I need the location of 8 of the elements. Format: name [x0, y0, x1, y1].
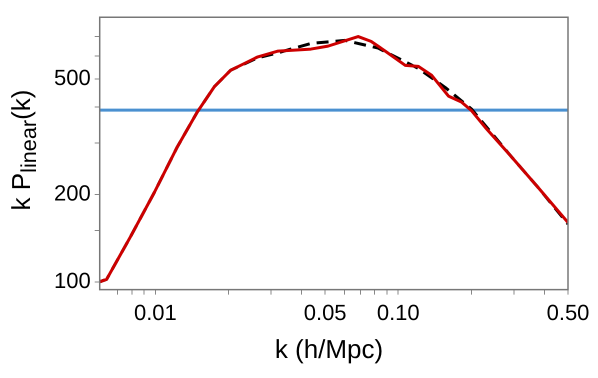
x-axis-title: k (h/Mpc) — [274, 334, 384, 365]
x-tick-label: 0.01 — [134, 300, 177, 325]
x-tick-label: 0.50 — [546, 300, 590, 325]
y-tick-label: 500 — [54, 64, 91, 90]
x-tick-label: 0.05 — [304, 300, 347, 325]
x-tick-label: 0.10 — [376, 300, 420, 325]
y-tick-label: 200 — [54, 180, 91, 206]
y-tick-label: 100 — [54, 268, 91, 293]
